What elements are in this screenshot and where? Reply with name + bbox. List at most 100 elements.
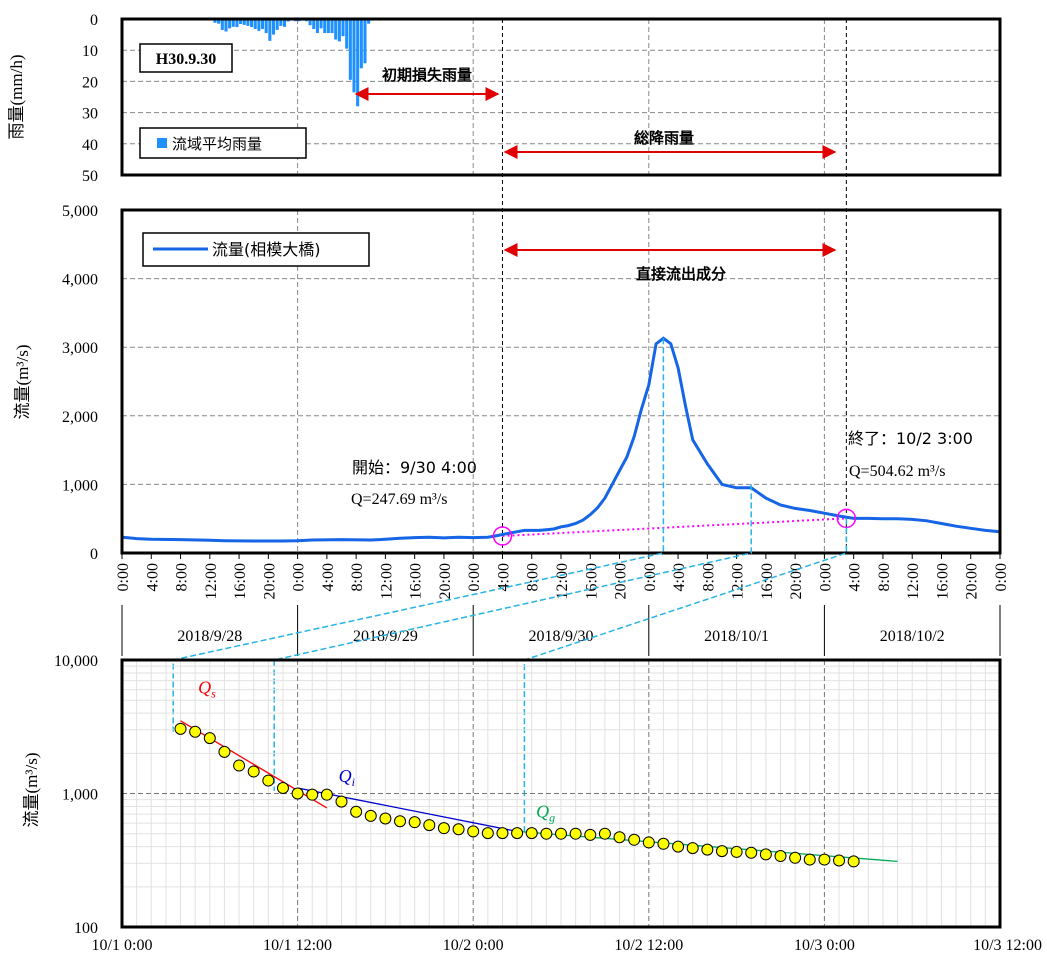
recession-data-point: [291, 787, 304, 800]
date-label-box: [139, 43, 233, 73]
rainfall-bar: [235, 19, 239, 28]
recession-data-point: [203, 732, 216, 745]
discharge-x-tick-label: 16:00: [232, 563, 249, 599]
rainfall-bar: [319, 19, 323, 29]
discharge-y-ticks: 0 1,000 2,000 3,000 4,000 5,000: [62, 203, 98, 563]
discharge-x-tick-label: 12:00: [378, 563, 395, 599]
rainfall-bar: [264, 19, 268, 34]
end-point-marker: [836, 508, 857, 529]
discharge-date-label: 2018/10/2: [880, 628, 945, 645]
initial-loss-label: 初期損失雨量: [382, 66, 472, 84]
rainfall-legend-swatch: [157, 138, 167, 148]
rainfall-bar: [348, 19, 352, 80]
recession-data-point: [642, 836, 655, 849]
recession-data-point: [408, 816, 421, 829]
discharge-y-tick-label: 4,000: [62, 272, 98, 289]
discharge-gridlines: [122, 19, 1000, 553]
recession-data-point: [350, 805, 363, 818]
rainfall-y-axis-label: 雨量(mm/h): [7, 55, 26, 140]
recession-data-point: [452, 823, 465, 836]
recession-data-point: [598, 827, 611, 840]
rainfall-bar: [323, 19, 327, 34]
discharge-x-tick-label: 16:00: [934, 563, 951, 599]
recession-data-point: [540, 827, 553, 840]
connector-line: [273, 484, 752, 791]
recession-data-point: [437, 822, 450, 835]
recession-data-point: [306, 788, 319, 801]
recession-data-point: [672, 840, 685, 853]
discharge-x-ticks: 0:00 4:00 8:00 12:00 16:00 20:00 0:00 4:00 8:00 1…: [115, 553, 1010, 599]
rainfall-bar: [239, 19, 243, 24]
recession-data-point: [686, 842, 699, 855]
rainfall-y-tick-label: 20: [82, 74, 98, 91]
rainfall-bar: [341, 19, 345, 37]
rainfall-bar: [337, 19, 341, 42]
recession-data-point: [262, 774, 275, 787]
rainfall-bar: [213, 19, 217, 23]
rainfall-bar: [279, 19, 283, 26]
recession-data-point: [525, 827, 538, 840]
rainfall-bar: [282, 19, 287, 27]
recession-data-point: [394, 815, 407, 828]
recession-fit-lines: [180, 720, 898, 863]
discharge-x-tick-label: 20:00: [964, 563, 981, 599]
time-connector-lines: [172, 338, 848, 834]
discharge-x-tick-label: 12:00: [730, 563, 747, 599]
rainfall-y-tick-label: 30: [82, 106, 98, 123]
discharge-y-tick-label: 5,000: [62, 203, 98, 220]
rainfall-bar: [228, 19, 232, 29]
rainfall-bar: [246, 19, 250, 26]
discharge-x-tick-label: 20:00: [261, 563, 278, 599]
rainfall-bar: [308, 19, 312, 26]
total-rainfall-label: 総降雨量: [634, 129, 694, 147]
discharge-x-tick-label: 4:00: [320, 563, 337, 591]
recession-data-point: [379, 812, 392, 825]
start-label: 開始：9/30 4:00: [352, 458, 477, 477]
rainfall-bar: [217, 19, 221, 24]
rainfall-bar: [312, 19, 316, 29]
discharge-date-label: 2018/9/30: [529, 628, 594, 645]
discharge-x-tick-label: 4:00: [144, 563, 161, 591]
rainfall-y-tick-label: 0: [90, 12, 98, 29]
recession-data-point: [759, 848, 772, 861]
rainfall-bar: [250, 19, 254, 28]
discharge-series-line: [121, 336, 1001, 543]
discharge-x-tick-label: 0:00: [466, 563, 483, 591]
recession-data-point: [496, 827, 509, 840]
recession-x-tick-label: 10/2 12:00: [614, 937, 683, 954]
rainfall-bar: [224, 19, 228, 32]
discharge-y-tick-label: 3,000: [62, 340, 98, 357]
recession-data-point: [276, 781, 289, 794]
discharge-y-tick-label: 2,000: [62, 409, 98, 426]
rainfall-bar: [330, 19, 334, 34]
discharge-x-tick-label: 16:00: [408, 563, 425, 599]
rainfall-bar: [315, 19, 319, 34]
rainfall-plot-frame: [120, 17, 1002, 177]
rainfall-y-ticks: 0 10 20 30 40 50: [82, 12, 98, 185]
end-label: 終了：10/2 3:00: [848, 429, 973, 448]
recession-data-point: [233, 759, 246, 772]
recession-data-point: [613, 831, 626, 844]
discharge-x-tick-label: 20:00: [613, 563, 630, 599]
recession-x-tick-label: 10/1 0:00: [92, 937, 153, 954]
recession-data-point: [584, 828, 597, 841]
recession-plot-frame: [120, 658, 1002, 929]
discharge-x-tick-label: 0:00: [291, 563, 308, 591]
rainfall-bar: [359, 19, 363, 69]
discharge-x-tick-label: 0:00: [993, 563, 1010, 591]
discharge-x-tick-label: 8:00: [174, 563, 191, 591]
discharge-x-tick-label: 12:00: [905, 563, 922, 599]
discharge-x-tick-label: 16:00: [759, 563, 776, 599]
recession-data-point: [335, 795, 348, 808]
rainfall-y-tick-label: 50: [82, 168, 98, 185]
recession-data-point: [628, 833, 641, 846]
recession-x-tick-label: 10/2 0:00: [443, 937, 504, 954]
recession-points: [174, 722, 860, 868]
rainfall-bar: [334, 19, 338, 40]
recession-data-point: [555, 827, 567, 840]
rainfall-bar: [242, 19, 246, 25]
recession-x-tick-label: 10/3 0:00: [794, 937, 855, 954]
discharge-x-tick-label: 8:00: [700, 563, 717, 591]
